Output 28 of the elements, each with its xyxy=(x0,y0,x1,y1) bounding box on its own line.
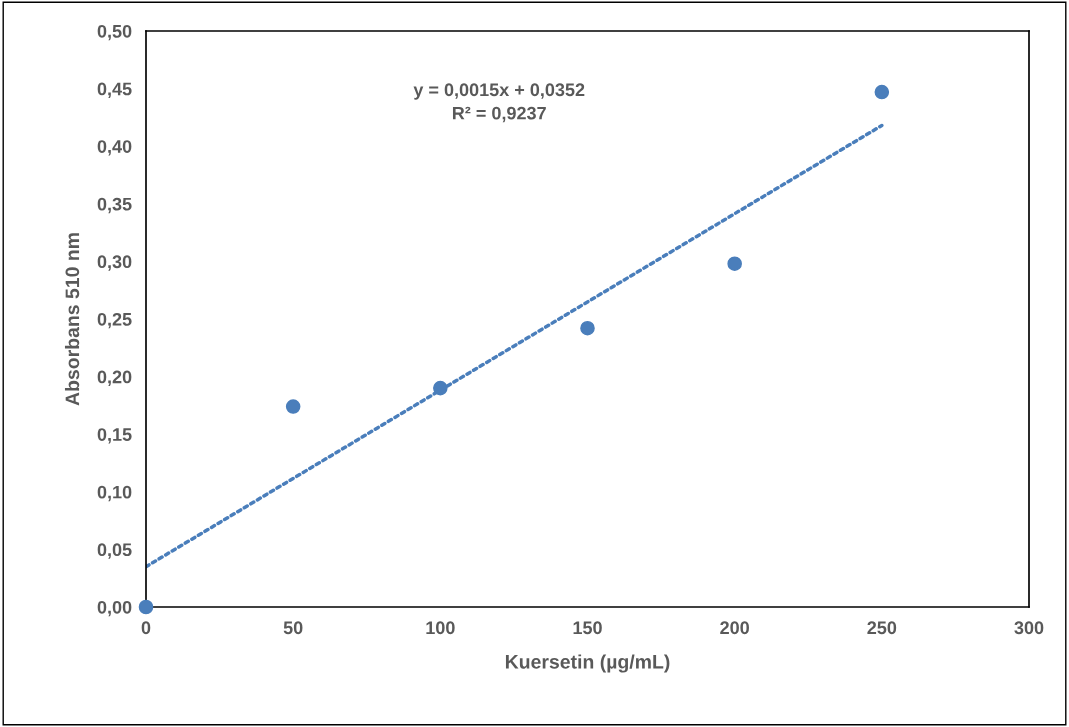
point xyxy=(138,599,154,615)
x-tick-label: 250 xyxy=(867,621,897,635)
y-tick-label: 0,10 xyxy=(97,485,132,502)
y-tick-label: 0,25 xyxy=(97,312,132,329)
y-tick-label: 0,05 xyxy=(97,543,132,559)
y-axis-title: Absorbans 510 nm xyxy=(64,233,80,406)
y-tick-label: 0,00 xyxy=(97,600,132,617)
y-tick-label: 0,45 xyxy=(97,82,132,98)
point xyxy=(285,399,301,414)
y-tick-label: 0,15 xyxy=(97,428,132,444)
x-axis-title: Kuersetin (µg/mL) xyxy=(505,654,670,673)
point xyxy=(727,256,742,271)
point xyxy=(433,380,448,396)
y-tick-label: 0,35 xyxy=(97,197,132,214)
x-tick-label: 0 xyxy=(141,621,151,635)
annotation: R² = 0,9237 xyxy=(452,106,546,123)
point xyxy=(580,320,595,336)
x-tick-label: 150 xyxy=(573,621,602,635)
x-tick-label: 200 xyxy=(720,621,749,635)
x-tick-label: 300 xyxy=(1014,621,1044,635)
y-tick-label: 0,50 xyxy=(97,24,132,41)
y-tick-label: 0,30 xyxy=(97,255,132,271)
y-tick-label: 0,40 xyxy=(97,140,132,156)
annotation: y = 0,0015x + 0,0352 xyxy=(413,83,585,100)
x-tick-label: 50 xyxy=(283,621,303,635)
x-tick-label: 100 xyxy=(426,621,455,635)
y-tick-label: 0,20 xyxy=(97,370,132,386)
point xyxy=(874,84,890,100)
